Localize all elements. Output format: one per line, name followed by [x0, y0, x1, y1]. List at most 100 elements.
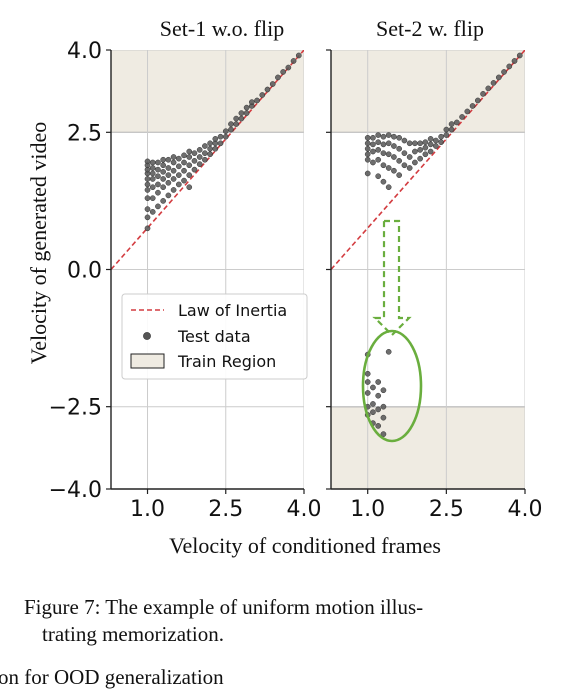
data-point: [385, 151, 392, 158]
data-point: [480, 91, 486, 97]
data-point: [212, 145, 219, 152]
data-point: [149, 209, 156, 215]
data-point: [364, 134, 371, 141]
data-point: [144, 158, 151, 165]
data-point: [243, 104, 250, 111]
data-point: [170, 176, 177, 182]
data-point: [422, 144, 429, 151]
y-tick-label: 0.0: [67, 259, 102, 284]
data-point: [160, 176, 167, 182]
data-point: [155, 181, 161, 188]
figure-caption: Figure 7: The example of uniform motion …: [24, 594, 559, 648]
data-point: [380, 387, 387, 394]
x-axis-label: Velocity of conditioned frames: [169, 533, 441, 558]
data-point: [370, 141, 376, 148]
data-point: [186, 184, 193, 191]
data-point: [448, 126, 455, 133]
data-point: [364, 140, 371, 147]
data-point: [212, 136, 219, 142]
data-point: [233, 115, 240, 122]
data-point: [422, 151, 429, 158]
train-region-1-0: [331, 50, 525, 133]
right-panel: [326, 49, 526, 494]
legend-box: [121, 293, 308, 380]
data-point: [396, 172, 403, 178]
train-region-1-1: [331, 406, 525, 489]
data-point: [175, 181, 182, 188]
data-point: [264, 86, 271, 93]
data-point: [391, 143, 397, 149]
data-point: [443, 126, 450, 133]
data-point: [385, 132, 392, 138]
data-point: [259, 92, 266, 98]
data-point: [186, 154, 193, 160]
data-point: [144, 195, 151, 202]
data-point: [380, 141, 387, 148]
data-point: [160, 184, 167, 191]
data-point: [375, 423, 382, 429]
data-point: [149, 195, 156, 202]
data-point: [269, 81, 276, 87]
data-point: [160, 198, 167, 204]
data-point: [175, 155, 182, 162]
data-point: [396, 145, 403, 152]
data-point: [469, 103, 476, 109]
data-point: [191, 166, 198, 173]
data-point: [207, 145, 213, 152]
data-point: [196, 147, 203, 153]
data-point: [364, 379, 371, 385]
data-point: [149, 165, 156, 171]
data-point: [222, 128, 229, 135]
legend-label-train: Train Region: [177, 352, 276, 371]
data-point: [144, 225, 151, 232]
data-point: [202, 150, 208, 157]
data-point: [196, 161, 203, 167]
data-point: [406, 165, 413, 171]
y-axis-label: Velocity of generated video: [26, 122, 51, 365]
data-point: [238, 110, 245, 116]
data-point: [370, 159, 376, 166]
legend-region-icon: [130, 353, 165, 369]
data-point: [285, 64, 292, 71]
data-point: [364, 370, 371, 377]
data-point: [370, 384, 376, 391]
data-point: [511, 58, 518, 64]
data-point: [155, 173, 161, 180]
data-point: [370, 401, 376, 407]
data-point: [375, 173, 382, 180]
data-point: [385, 140, 392, 147]
data-point: [417, 155, 423, 162]
data-point: [385, 348, 392, 355]
data-point: [280, 69, 286, 75]
x-tick-label: 2.5: [208, 497, 243, 522]
data-point: [417, 140, 423, 147]
data-point: [186, 162, 193, 169]
data-point: [170, 159, 177, 166]
data-point: [422, 139, 429, 146]
data-point: [144, 214, 151, 221]
data-point: [165, 165, 172, 171]
data-point: [427, 136, 434, 142]
data-point: [380, 133, 387, 140]
data-point: [149, 159, 156, 166]
data-point: [391, 133, 397, 140]
data-point: [485, 85, 492, 92]
data-point: [380, 178, 387, 185]
x-tick-label: 1.0: [130, 497, 165, 522]
data-point: [165, 192, 172, 199]
data-point: [516, 52, 523, 59]
data-point: [417, 147, 423, 153]
data-point: [375, 147, 382, 153]
y-tick-label: −4.0: [49, 478, 102, 503]
data-point: [165, 179, 172, 186]
data-point: [370, 409, 376, 416]
x-tick-label: 1.0: [350, 497, 385, 522]
data-point: [228, 126, 234, 133]
legend-label-test: Test data: [177, 327, 251, 346]
data-point: [181, 159, 187, 166]
x-tick-label: 2.5: [429, 497, 464, 522]
data-point: [144, 206, 151, 212]
y-tick-labels: 4.0 2.5 0.0 −2.5 −4.0: [49, 39, 102, 503]
data-point: [175, 172, 182, 178]
cut-off-text: on for OOD generalization: [0, 665, 224, 689]
